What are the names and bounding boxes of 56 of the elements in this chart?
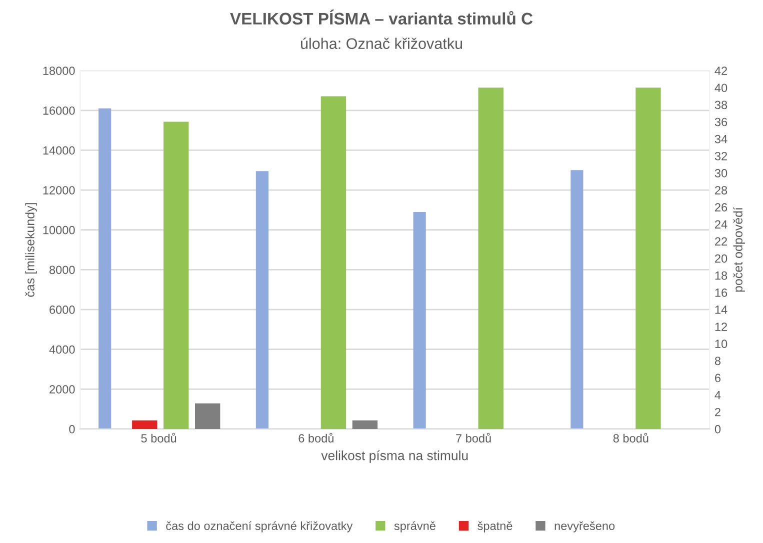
x-tick-label: 5 bodů	[141, 432, 176, 443]
y-tick-label: 16000	[43, 106, 75, 115]
bar	[320, 96, 346, 429]
y2-tick-label: 22	[715, 237, 727, 246]
bar	[132, 420, 158, 429]
x-tick-label: 7 bodů	[456, 432, 491, 443]
y2-tick-label: 8	[714, 356, 721, 366]
y-tick-label: 0	[69, 425, 75, 434]
x-tick-label: 8 bodů	[613, 432, 648, 443]
y2-tick-label: 28	[715, 186, 728, 194]
x-axis-title: velikost písma na stimulu	[321, 450, 468, 463]
y2-axis-title: počet odpovědí	[733, 207, 745, 292]
legend-label: správně	[394, 521, 436, 532]
bar	[164, 122, 189, 429]
legend-label: špatně	[478, 521, 512, 532]
y2-tick-label: 36	[714, 118, 728, 126]
y2-tick-label: 40	[714, 84, 728, 92]
bar	[352, 420, 378, 429]
y-tick-label: 6000	[50, 306, 75, 314]
y2-tick-label: 18	[715, 271, 728, 280]
y2-tick-label: 16	[715, 288, 728, 297]
y2-tick-label: 42	[714, 66, 727, 75]
y2-tick-label: 12	[715, 322, 727, 331]
bar	[478, 88, 504, 429]
x-tick-label: 6 bodů	[298, 432, 334, 443]
y2-tick-label: 4	[714, 390, 721, 400]
legend-label: čas do označení správné křižovatky	[166, 521, 353, 532]
bar	[256, 171, 268, 429]
bar	[413, 212, 426, 429]
y2-tick-label: 10	[715, 340, 728, 348]
y2-tick-label: 34	[714, 134, 728, 144]
y-tick-label: 12000	[43, 186, 75, 194]
chart-title: VELIKOST PÍSMA – varianta stimulů C	[230, 10, 533, 25]
y-tick-label: 4000	[49, 345, 75, 354]
y2-tick-label: 32	[714, 152, 727, 160]
y2-tick-label: 2	[715, 408, 720, 416]
y2-tick-label: 24	[715, 220, 728, 228]
chart-subtitle: úloha: Označ křižovatku	[301, 38, 462, 50]
y2-tick-label: 38	[714, 100, 728, 110]
y-tick-label: 18000	[43, 66, 75, 75]
bar	[98, 108, 112, 429]
y2-tick-label: 6	[715, 374, 720, 382]
y-tick-label: 14000	[43, 146, 75, 155]
y2-tick-label: 14	[715, 306, 728, 314]
y-tick-label: 2000	[50, 385, 75, 394]
legend-label: nevyřešeno	[554, 521, 615, 532]
y-tick-label: 8000	[50, 266, 75, 274]
bar	[636, 88, 661, 429]
y2-tick-label: 0	[714, 425, 721, 434]
y2-tick-label: 20	[715, 254, 728, 263]
y2-tick-label: 26	[715, 203, 728, 212]
y2-tick-label: 30	[714, 169, 728, 178]
y-tick-label: 10000	[43, 226, 75, 234]
bar	[194, 403, 220, 429]
bar	[570, 170, 584, 429]
y-axis-title: čas [milisekundy]	[25, 203, 37, 297]
